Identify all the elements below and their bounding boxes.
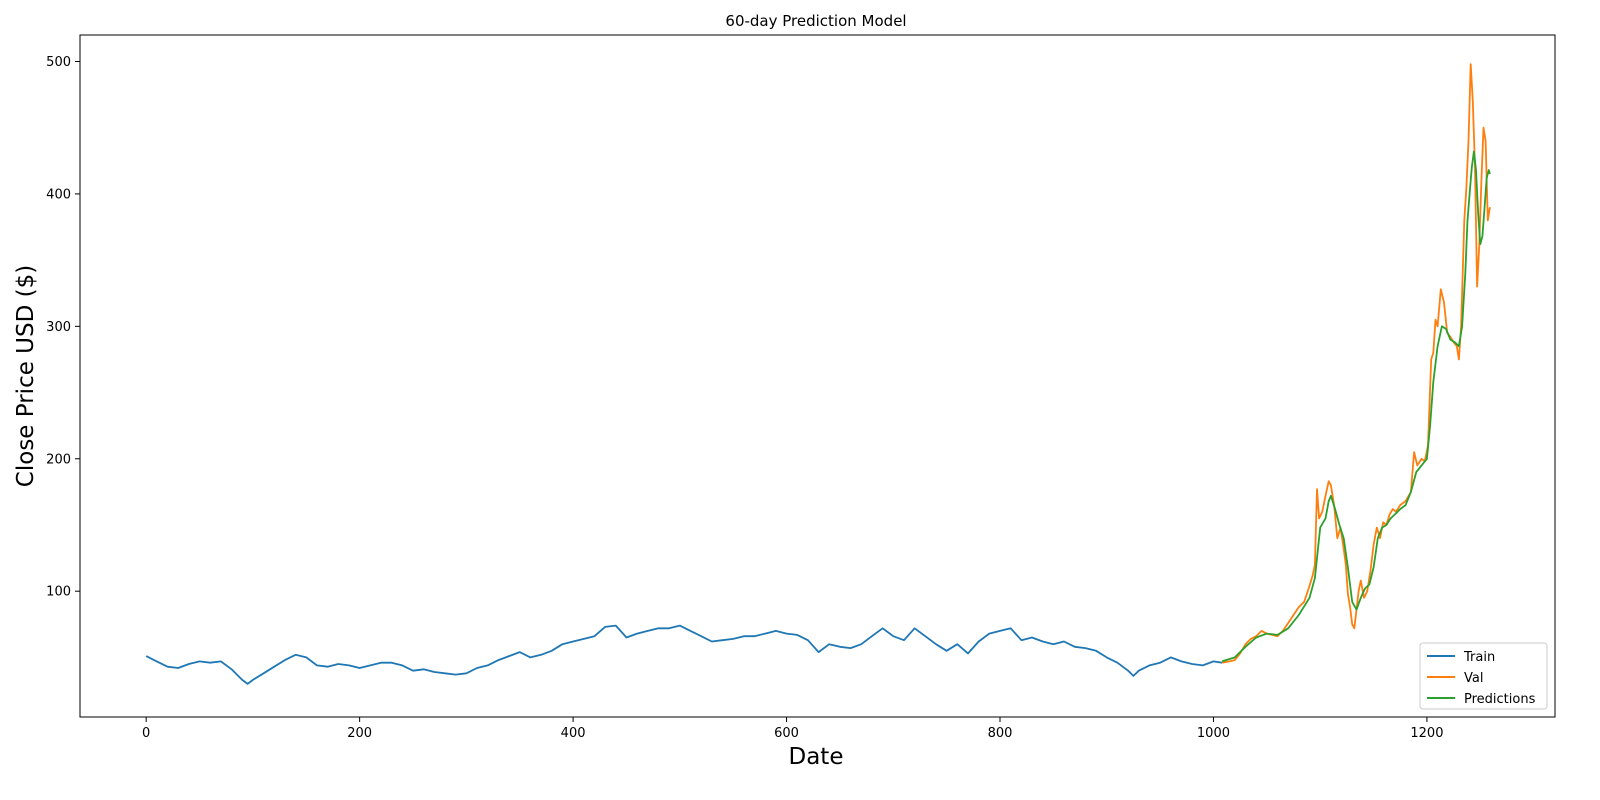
legend-label-val: Val <box>1464 671 1483 686</box>
y-tick-label: 300 <box>46 320 71 335</box>
x-tick-label: 400 <box>561 726 586 741</box>
series-line-train <box>145 624 1223 685</box>
x-tick-label: 1000 <box>1197 726 1230 741</box>
plot-area <box>145 63 1491 685</box>
series-line-val <box>1221 63 1491 664</box>
x-axis-title: Date <box>789 744 844 770</box>
series-line-predictions <box>1221 150 1491 663</box>
y-tick-label: 200 <box>46 452 71 467</box>
legend: Train Val Predictions <box>1419 642 1548 710</box>
y-axis: 100 200 300 400 500 <box>46 55 80 600</box>
x-tick-label: 600 <box>774 726 799 741</box>
legend-box <box>1419 642 1548 710</box>
x-tick-label: 0 <box>142 726 150 741</box>
x-tick-label: 800 <box>988 726 1013 741</box>
x-tick-label: 200 <box>347 726 372 741</box>
plot-frame <box>79 34 1556 718</box>
y-tick-label: 400 <box>46 187 71 202</box>
legend-label-predictions: Predictions <box>1464 692 1536 707</box>
x-axis: 0 200 400 600 800 1000 1200 <box>142 717 1443 741</box>
y-tick-label: 100 <box>46 585 71 600</box>
legend-label-train: Train <box>1463 650 1495 665</box>
chart-title: 60-day Prediction Model <box>725 12 906 30</box>
y-axis-title: Close Price USD ($) <box>13 265 39 487</box>
x-tick-label: 1200 <box>1410 726 1443 741</box>
y-tick-label: 500 <box>46 55 71 70</box>
